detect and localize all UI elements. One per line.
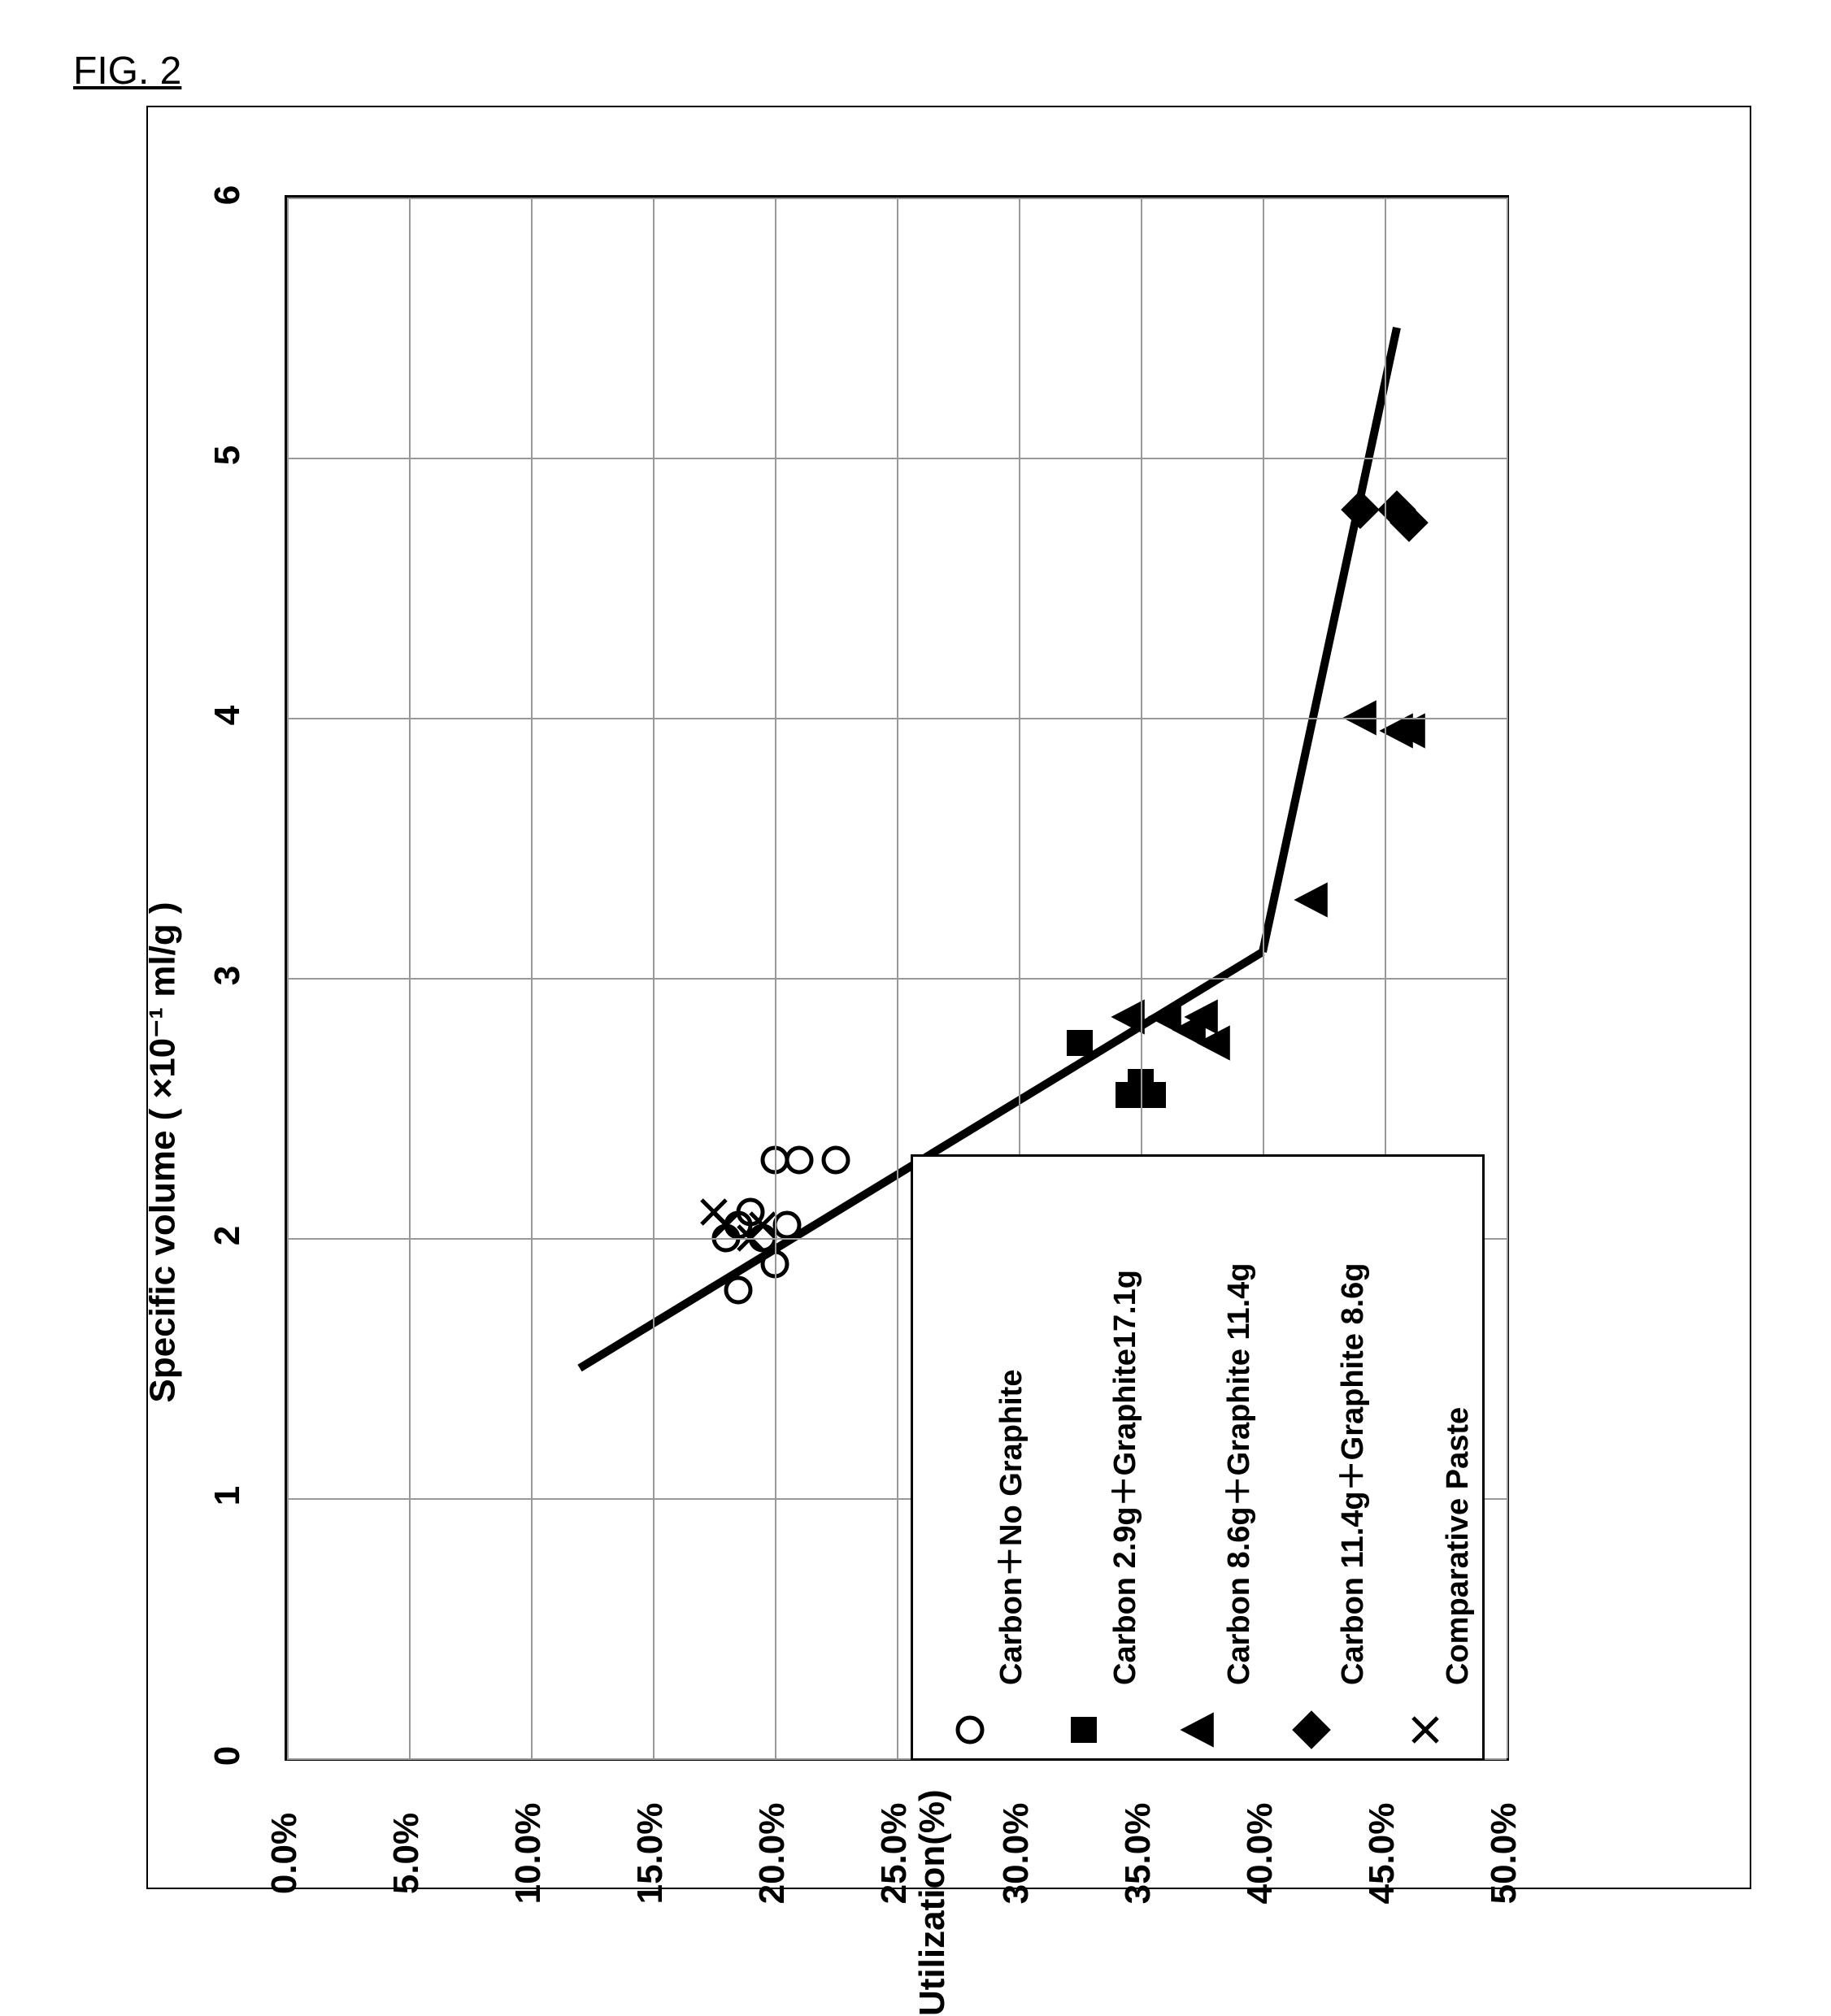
- y-tick-label: 30.0%: [996, 1797, 1037, 1910]
- gridline-horizontal: [287, 718, 1507, 719]
- legend-marker-icon: [1255, 1701, 1368, 1758]
- x-axis-title: Specific volume ( ×10⁻¹ ml/g ): [142, 868, 184, 1437]
- data-marker: [824, 1148, 848, 1172]
- legend-entry: Comparative Paste: [1368, 1157, 1482, 1758]
- y-tick-label: 20.0%: [752, 1797, 793, 1910]
- y-tick-label: 15.0%: [630, 1797, 671, 1910]
- y-tick-label: 40.0%: [1240, 1797, 1281, 1910]
- data-marker: [1294, 882, 1327, 917]
- figure-label: FIG. 2: [73, 49, 181, 93]
- y-tick-label: 45.0%: [1362, 1797, 1403, 1910]
- legend-entry: Carbon 2.9g＋Graphite17.1g: [1027, 1157, 1141, 1758]
- legend-label: Carbon 8.6g＋Graphite 11.4g: [1213, 1263, 1258, 1685]
- x-tick-label: 4: [207, 695, 248, 736]
- data-marker: [726, 1278, 750, 1302]
- x-tick-label: 0: [207, 1736, 248, 1776]
- x-tick-label: 1: [207, 1475, 248, 1516]
- legend-label: Comparative Paste: [1441, 1407, 1476, 1685]
- legend-marker-icon: [1141, 1701, 1255, 1758]
- y-tick-label: 0.0%: [264, 1797, 305, 1910]
- y-tick-label: 50.0%: [1484, 1797, 1524, 1910]
- gridline-horizontal: [287, 458, 1507, 459]
- legend-label: Carbon 11.4g＋Graphite 8.6g: [1327, 1263, 1372, 1685]
- gridline-horizontal: [287, 978, 1507, 980]
- x-tick-label: 6: [207, 175, 248, 215]
- data-marker: [1067, 1030, 1093, 1056]
- legend-label: Carbon＋No Graphite: [985, 1370, 1030, 1685]
- data-marker: [1111, 999, 1144, 1034]
- y-tick-label: 10.0%: [508, 1797, 549, 1910]
- page-root: FIG. 2 0.0% 5.0% 10.0% 15.0% 20.0% 25.0% 30.0%…: [0, 0, 1831, 1979]
- x-tick-label: 2: [207, 1215, 248, 1256]
- x-tick-label: 3: [207, 955, 248, 996]
- legend-marker-icon: [1368, 1701, 1482, 1758]
- legend-entry: Carbon 8.6g＋Graphite 11.4g: [1141, 1157, 1255, 1758]
- trendline: [1263, 328, 1397, 952]
- gridline-vertical: [1507, 198, 1508, 1758]
- legend: Carbon＋No Graphite Carbon 2.9g＋Graphite17…: [911, 1154, 1485, 1761]
- data-marker: [1341, 490, 1380, 529]
- data-marker: [1147, 999, 1181, 1034]
- data-marker: [787, 1148, 811, 1172]
- legend-entry: Carbon 11.4g＋Graphite 8.6g: [1255, 1157, 1368, 1758]
- y-tick-label: 5.0%: [386, 1797, 427, 1910]
- y-tick-label: 35.0%: [1118, 1797, 1159, 1910]
- legend-entry: Carbon＋No Graphite: [913, 1157, 1027, 1758]
- y-tick-label: 25.0%: [874, 1797, 915, 1910]
- legend-marker-icon: [1027, 1701, 1141, 1758]
- legend-marker-icon: [913, 1701, 1027, 1758]
- gridline-horizontal: [287, 198, 1507, 199]
- x-tick-label: 5: [207, 435, 248, 476]
- data-marker: [775, 1213, 799, 1237]
- legend-label: Carbon 2.9g＋Graphite17.1g: [1099, 1270, 1144, 1685]
- data-marker: [702, 1200, 726, 1224]
- y-axis-title: Utilization(%): [912, 1789, 953, 2016]
